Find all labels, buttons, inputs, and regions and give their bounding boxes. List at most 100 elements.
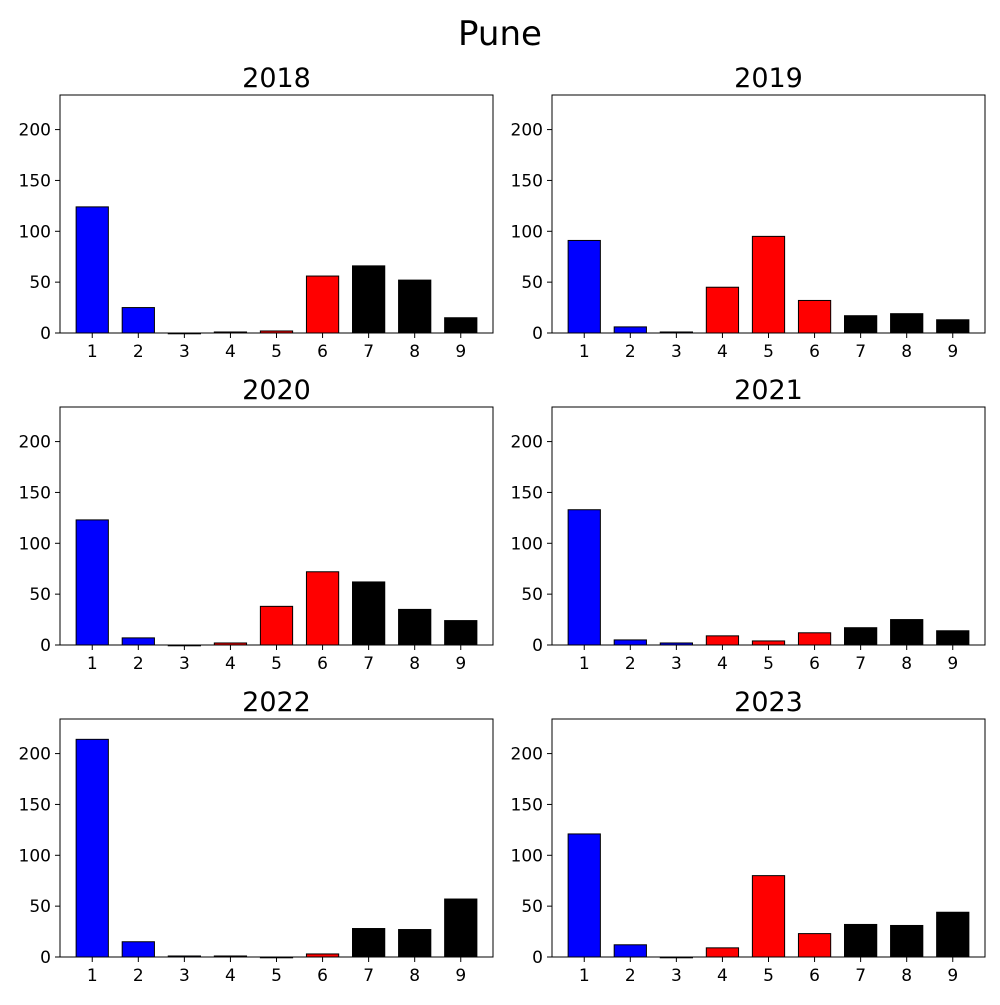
x-tick-label: 7 xyxy=(855,342,866,362)
y-tick-label: 100 xyxy=(511,534,543,554)
subplot-title: 2020 xyxy=(242,375,311,406)
x-tick-label: 8 xyxy=(409,966,420,986)
subplot-title: 2018 xyxy=(242,63,311,94)
x-tick-label: 5 xyxy=(271,654,282,674)
y-tick-label: 150 xyxy=(19,171,51,191)
x-tick-label: 6 xyxy=(317,966,328,986)
x-tick-label: 6 xyxy=(809,342,820,362)
y-tick-label: 100 xyxy=(511,222,543,242)
figure-title: Pune xyxy=(458,14,542,54)
bar-5 xyxy=(259,605,294,646)
x-tick-label: 2 xyxy=(625,966,636,986)
x-tick-label: 3 xyxy=(179,342,190,362)
x-tick-label: 6 xyxy=(317,342,328,362)
bar-7 xyxy=(352,928,386,958)
x-tick-label: 9 xyxy=(947,966,958,986)
y-tick-label: 150 xyxy=(511,171,543,191)
y-tick-label: 150 xyxy=(511,795,543,815)
x-tick-label: 1 xyxy=(87,342,98,362)
bar-8 xyxy=(398,608,432,646)
x-tick-label: 9 xyxy=(455,342,466,362)
bar-2 xyxy=(613,326,647,334)
subplot-title: 2019 xyxy=(734,63,803,94)
x-tick-label: 5 xyxy=(271,342,282,362)
bar-8 xyxy=(398,279,432,334)
bar-4 xyxy=(705,947,740,958)
subplot-2021: 2021 0 50 100 150 200 1 2 3 4 5 6 7 8 9 xyxy=(511,375,986,674)
bar-1 xyxy=(75,519,109,646)
bar-9 xyxy=(936,319,970,334)
x-tick-label: 1 xyxy=(579,966,590,986)
y-tick-label: 150 xyxy=(19,483,51,503)
x-tick-label: 4 xyxy=(717,342,728,362)
x-tick-label: 3 xyxy=(179,966,190,986)
y-tick-label: 50 xyxy=(521,585,543,605)
x-tick-label: 5 xyxy=(271,966,282,986)
x-tick-label: 9 xyxy=(947,654,958,674)
bar-8 xyxy=(398,929,432,958)
x-tick-label: 2 xyxy=(133,654,144,674)
y-tick-label: 150 xyxy=(19,795,51,815)
bar-4 xyxy=(705,635,740,646)
bar-9 xyxy=(936,911,970,958)
bar-2 xyxy=(121,307,155,334)
bar-9 xyxy=(444,620,478,646)
x-tick-label: 7 xyxy=(363,342,374,362)
y-tick-label: 0 xyxy=(40,324,51,344)
bar-8 xyxy=(890,619,924,646)
bar-7 xyxy=(844,315,878,334)
subplot-2022: 2022 0 50 100 150 200 1 2 3 4 5 6 7 8 9 xyxy=(19,687,494,986)
axes-frame xyxy=(551,406,986,646)
y-tick-label: 100 xyxy=(511,846,543,866)
y-tick-label: 200 xyxy=(19,745,51,765)
y-tick-label: 200 xyxy=(19,121,51,141)
bar-6 xyxy=(797,933,832,958)
x-tick-label: 6 xyxy=(317,654,328,674)
bar-6 xyxy=(797,632,832,646)
x-tick-label: 1 xyxy=(579,654,590,674)
bar-7 xyxy=(352,581,386,646)
x-tick-label: 3 xyxy=(179,654,190,674)
x-tick-label: 9 xyxy=(455,654,466,674)
y-tick-label: 50 xyxy=(29,273,51,293)
bar-2 xyxy=(121,637,155,646)
x-tick-label: 8 xyxy=(901,342,912,362)
y-tick-label: 0 xyxy=(532,324,543,344)
axes-frame xyxy=(59,718,494,958)
y-tick-label: 200 xyxy=(511,121,543,141)
x-tick-label: 9 xyxy=(455,966,466,986)
subplot-2018: 2018 0 50 100 150 200 1 2 3 4 5 6 7 8 9 xyxy=(19,63,494,362)
x-tick-label: 8 xyxy=(409,342,420,362)
y-tick-label: 50 xyxy=(29,585,51,605)
bar-5 xyxy=(751,235,786,334)
x-tick-label: 4 xyxy=(717,654,728,674)
x-tick-label: 4 xyxy=(225,966,236,986)
y-tick-label: 0 xyxy=(532,948,543,968)
bar-9 xyxy=(444,317,478,334)
bar-7 xyxy=(352,265,386,334)
x-tick-label: 1 xyxy=(87,654,98,674)
bar-2 xyxy=(121,941,155,958)
bar-6 xyxy=(305,571,340,646)
x-tick-label: 7 xyxy=(855,654,866,674)
bar-9 xyxy=(444,898,478,958)
bar-7 xyxy=(844,923,878,958)
x-tick-label: 8 xyxy=(901,966,912,986)
x-tick-label: 2 xyxy=(133,342,144,362)
bar-9 xyxy=(936,630,970,646)
bar-1 xyxy=(567,833,601,958)
bar-8 xyxy=(890,313,924,334)
x-tick-label: 2 xyxy=(625,654,636,674)
x-tick-label: 4 xyxy=(225,654,236,674)
bar-5 xyxy=(751,640,786,646)
x-tick-label: 3 xyxy=(671,966,682,986)
y-tick-label: 0 xyxy=(40,948,51,968)
bar-8 xyxy=(890,924,924,958)
y-tick-label: 100 xyxy=(19,846,51,866)
x-tick-label: 7 xyxy=(363,654,374,674)
bar-1 xyxy=(567,509,601,646)
x-tick-label: 5 xyxy=(763,966,774,986)
subplot-2019: 2019 0 50 100 150 200 1 2 3 4 5 6 7 8 9 xyxy=(511,63,986,362)
y-tick-label: 150 xyxy=(511,483,543,503)
